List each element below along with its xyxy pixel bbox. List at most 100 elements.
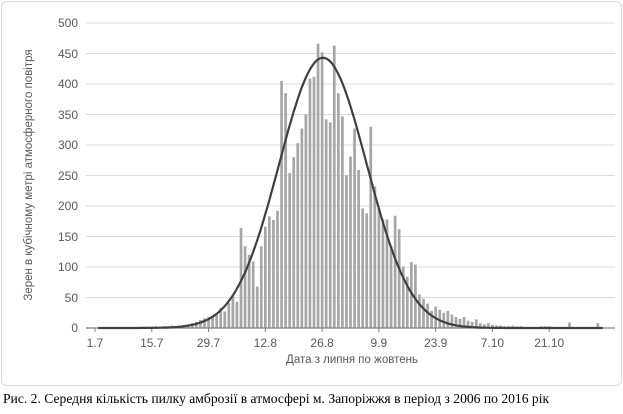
histogram-bar (203, 318, 206, 328)
chart-plot (86, 22, 615, 332)
histogram-bar (470, 321, 474, 328)
x-tick-label: 26.8 (310, 336, 334, 350)
histogram-bar (280, 80, 283, 328)
histogram-bar (247, 254, 251, 328)
histogram-bar (568, 322, 571, 328)
histogram-bar (324, 119, 328, 328)
histogram-bar (442, 312, 446, 328)
y-tick-label: 100 (57, 260, 78, 274)
chart-area: 0 50 100 150 200 250 300 350 400 450 500 1.7 15.7 29… (1, 1, 622, 386)
histogram-bar (268, 216, 271, 328)
histogram-bar (239, 227, 243, 328)
histogram-bar (458, 318, 462, 328)
histogram-bar (373, 186, 377, 328)
histogram-bar (292, 157, 296, 328)
histogram-bar (405, 276, 409, 328)
histogram-bar (495, 325, 498, 328)
histogram-bar (478, 323, 482, 328)
histogram-bar (389, 246, 393, 328)
histogram-bar (422, 298, 425, 328)
histogram-bar (211, 315, 214, 328)
histogram-bar (341, 116, 344, 328)
histogram-bar (450, 314, 454, 328)
histogram-bar (349, 156, 352, 328)
histogram-bar (345, 175, 348, 328)
histogram-bar (426, 303, 429, 328)
figure-caption: Рис. 2. Середня кількість пилку амброзії… (3, 391, 550, 406)
histogram-bar (284, 93, 287, 329)
histogram-bar (328, 122, 332, 329)
histogram-bar (259, 246, 263, 328)
histogram-bar (288, 173, 292, 328)
histogram-bar (332, 45, 336, 328)
x-tick-label: 9.9 (370, 336, 388, 350)
histogram-bar (243, 246, 247, 328)
y-tick-label: 500 (57, 16, 78, 30)
histogram-bar (438, 309, 442, 328)
histogram-bar (401, 266, 405, 328)
histogram-bar (377, 208, 381, 328)
y-tick-label: 400 (57, 77, 78, 91)
histogram-bar (462, 317, 466, 328)
histogram-bar (511, 325, 515, 328)
histogram-bar (397, 229, 401, 328)
histogram-bar (369, 126, 373, 328)
histogram-bar (304, 114, 308, 328)
x-tick-label: 15.7 (140, 336, 164, 350)
x-tick-label: 7.10 (480, 336, 505, 350)
histogram-bar (414, 264, 417, 328)
histogram-bar (381, 219, 385, 328)
y-tick-label: 0 (71, 321, 78, 335)
x-tick-label: 21.10 (534, 336, 565, 350)
histogram-bar (296, 143, 300, 328)
histogram-bar (276, 210, 279, 328)
histogram-bar (320, 52, 324, 328)
x-tick-label: 1.7 (86, 336, 104, 350)
histogram-bar (207, 317, 210, 328)
y-tick-label: 300 (57, 138, 78, 152)
histogram-bar (353, 128, 356, 328)
histogram-bar (446, 310, 450, 328)
normal-curve (98, 56, 603, 330)
histogram-bar (361, 208, 365, 328)
histogram-bar (251, 261, 255, 328)
histogram-bar (316, 43, 320, 329)
histogram-bar (357, 170, 360, 328)
x-tick-label: 29.7 (196, 336, 221, 350)
histogram-bar (223, 311, 227, 328)
histogram-bar (227, 302, 231, 328)
histogram-bar (336, 93, 340, 329)
histogram-bar (312, 76, 316, 329)
y-tick-label: 250 (57, 168, 78, 183)
histogram-bar (199, 320, 202, 328)
y-tick-label: 350 (57, 107, 78, 122)
y-tick-label: 50 (64, 290, 78, 305)
x-tick-label: 12.8 (253, 336, 277, 350)
histogram-bar (235, 301, 239, 328)
histogram-bar (454, 317, 458, 328)
x-tick-label: 23.9 (423, 336, 448, 350)
y-axis-title: Зерен в кубічному метрі атмосферного пов… (23, 49, 35, 301)
histogram-bar (409, 262, 413, 328)
histogram-bar (365, 213, 369, 328)
histogram-bar (418, 294, 421, 328)
y-tick-label: 200 (57, 199, 78, 213)
histogram-bar (255, 286, 259, 328)
histogram-bar (231, 295, 235, 328)
histogram-bar (596, 323, 600, 328)
histogram-bar (499, 325, 502, 328)
histogram-bar (393, 215, 397, 328)
histogram-bar (487, 323, 490, 328)
histogram-bar (385, 219, 389, 328)
histogram-bar (300, 128, 304, 328)
histogram-bar (491, 324, 494, 328)
histogram-bar (272, 220, 275, 328)
histogram-bar (466, 320, 470, 328)
histogram-bar (215, 313, 219, 328)
histogram-bar (430, 310, 433, 328)
histogram-bar (263, 226, 267, 328)
histogram-bar (482, 324, 486, 328)
x-axis-title: Дата з липня по жовтень (286, 354, 418, 366)
histogram-bar (308, 78, 312, 328)
